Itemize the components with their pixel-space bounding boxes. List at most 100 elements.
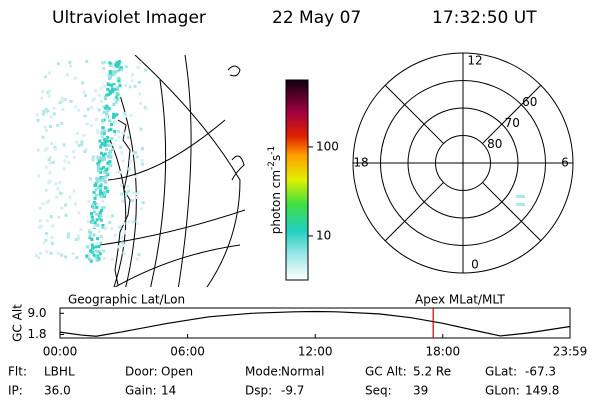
aurora-pixel: [61, 108, 65, 112]
aurora-pixel: [100, 142, 104, 145]
aurora-pixel: [73, 76, 77, 80]
meridian: [109, 139, 127, 287]
aurora-pixel: [46, 109, 50, 113]
aurora-pixel: [108, 91, 112, 95]
aurora-pixel: [94, 118, 98, 121]
aurora-pixel: [106, 83, 110, 86]
aurora-pixel: [52, 112, 56, 116]
aurora-pixel: [99, 184, 103, 188]
altitude-line: [59, 310, 571, 337]
aurora-pixel: [110, 257, 114, 261]
aurora-pixel: [144, 68, 148, 72]
aurora-pixel: [136, 65, 140, 69]
aurora-pixel: [48, 71, 51, 75]
status-value: LBHL: [44, 365, 75, 379]
aurora-pixel: [42, 109, 46, 113]
aurora-pixel: [98, 252, 102, 256]
aurora-pixel: [119, 68, 123, 72]
aurora-pixel: [68, 61, 72, 64]
aurora-pixel: [522, 203, 525, 206]
aurora-pixel: [127, 135, 130, 139]
aurora-pixel: [96, 164, 100, 168]
aurora-pixel: [109, 63, 113, 67]
status-label: Dsp:: [245, 384, 272, 398]
aurora-pixel: [97, 229, 101, 233]
aurora-pixel: [95, 205, 99, 209]
altitude-chart: GC Alt 9.0 1.8 00:00 06:00 12:00 18:00 23:59: [11, 304, 588, 359]
aurora-pixel: [76, 131, 80, 135]
aurora-pixel: [100, 130, 104, 134]
mlt-label: 0: [471, 258, 479, 272]
aurora-pixel: [37, 174, 41, 178]
aurora-pixel: [75, 237, 79, 241]
aurora-pixel: [109, 164, 113, 168]
status-label: Flt:: [8, 365, 27, 379]
aurora-pixel: [101, 126, 105, 130]
aurora-pixel: [99, 241, 103, 245]
aurora-pixel: [80, 140, 84, 144]
date: 22 May 07: [272, 8, 361, 28]
aurora-pixel: [127, 220, 131, 224]
aurora-pixel: [48, 155, 52, 159]
aurora-pixel: [35, 113, 39, 117]
aurora-pixel: [45, 219, 49, 223]
aurora-pixel: [124, 114, 128, 118]
aurora-pixel: [86, 107, 90, 111]
y-tick-label: 1.8: [27, 327, 46, 341]
aurora-pixel: [95, 218, 99, 222]
aurora-pixel: [97, 245, 101, 248]
aurora-pixel: [56, 187, 60, 191]
x-tick-label: 23:59: [553, 345, 588, 359]
aurora-pixel: [111, 73, 115, 77]
aurora-pixel: [99, 187, 102, 191]
aurora-pixel: [90, 215, 94, 219]
image-label: Geographic Lat/Lon: [68, 293, 185, 307]
aurora-pixel: [79, 228, 83, 232]
aurora-pixel: [118, 225, 122, 229]
aurora-pixel: [98, 94, 101, 97]
aurora-pixel: [93, 196, 97, 200]
aurora-pixel: [87, 199, 91, 203]
aurora-pixel: [135, 196, 139, 199]
aurora-pixel: [103, 186, 107, 190]
aurora-pixel: [49, 115, 53, 119]
aurora-pixel: [86, 220, 90, 224]
aurora-pixel: [77, 234, 81, 238]
aurora-pixel: [38, 206, 42, 210]
polar-ring: [380, 80, 546, 246]
aurora-pixel: [67, 161, 71, 165]
status-panel: Flt: LBHL Door: Open Mode: Normal GC Alt: 5.2 R…: [8, 365, 559, 398]
aurora-pixel: [519, 195, 522, 198]
aurora-pixel: [38, 251, 42, 255]
aurora-pixel: [102, 249, 106, 253]
aurora-pixel: [139, 207, 143, 211]
aurora-pixel: [117, 62, 121, 66]
aurora-pixel: [127, 167, 131, 171]
aurora-pixel: [104, 171, 108, 175]
aurora-pixel: [100, 121, 104, 125]
aurora-pixel: [98, 193, 102, 196]
aurora-pixel: [106, 136, 110, 139]
aurora-pixel: [81, 81, 85, 85]
aurora-pixel: [113, 132, 117, 136]
aurora-pixel: [99, 195, 103, 199]
aurora-pixel: [91, 158, 95, 162]
aurora-pixel: [97, 249, 101, 253]
aurora-pixel: [50, 142, 54, 145]
aurora-pixel: [90, 221, 94, 225]
aurora-pixel: [114, 120, 118, 124]
aurora-pixel: [69, 100, 73, 103]
aurora-pixel: [89, 249, 93, 253]
aurora-pixel: [90, 212, 93, 216]
aurora-pixel: [107, 106, 111, 110]
aurora-pixel: [91, 218, 95, 222]
aurora-pixel: [102, 156, 106, 160]
aurora-pixel: [49, 215, 53, 219]
aurora-pixel: [92, 233, 96, 237]
aurora-pixel: [123, 111, 127, 115]
aurora-pixel: [97, 157, 101, 161]
aurora-pixel: [43, 125, 47, 129]
aurora-pixel: [106, 139, 110, 143]
aurora-pixel: [69, 64, 72, 68]
aurora-pixel: [109, 83, 113, 87]
